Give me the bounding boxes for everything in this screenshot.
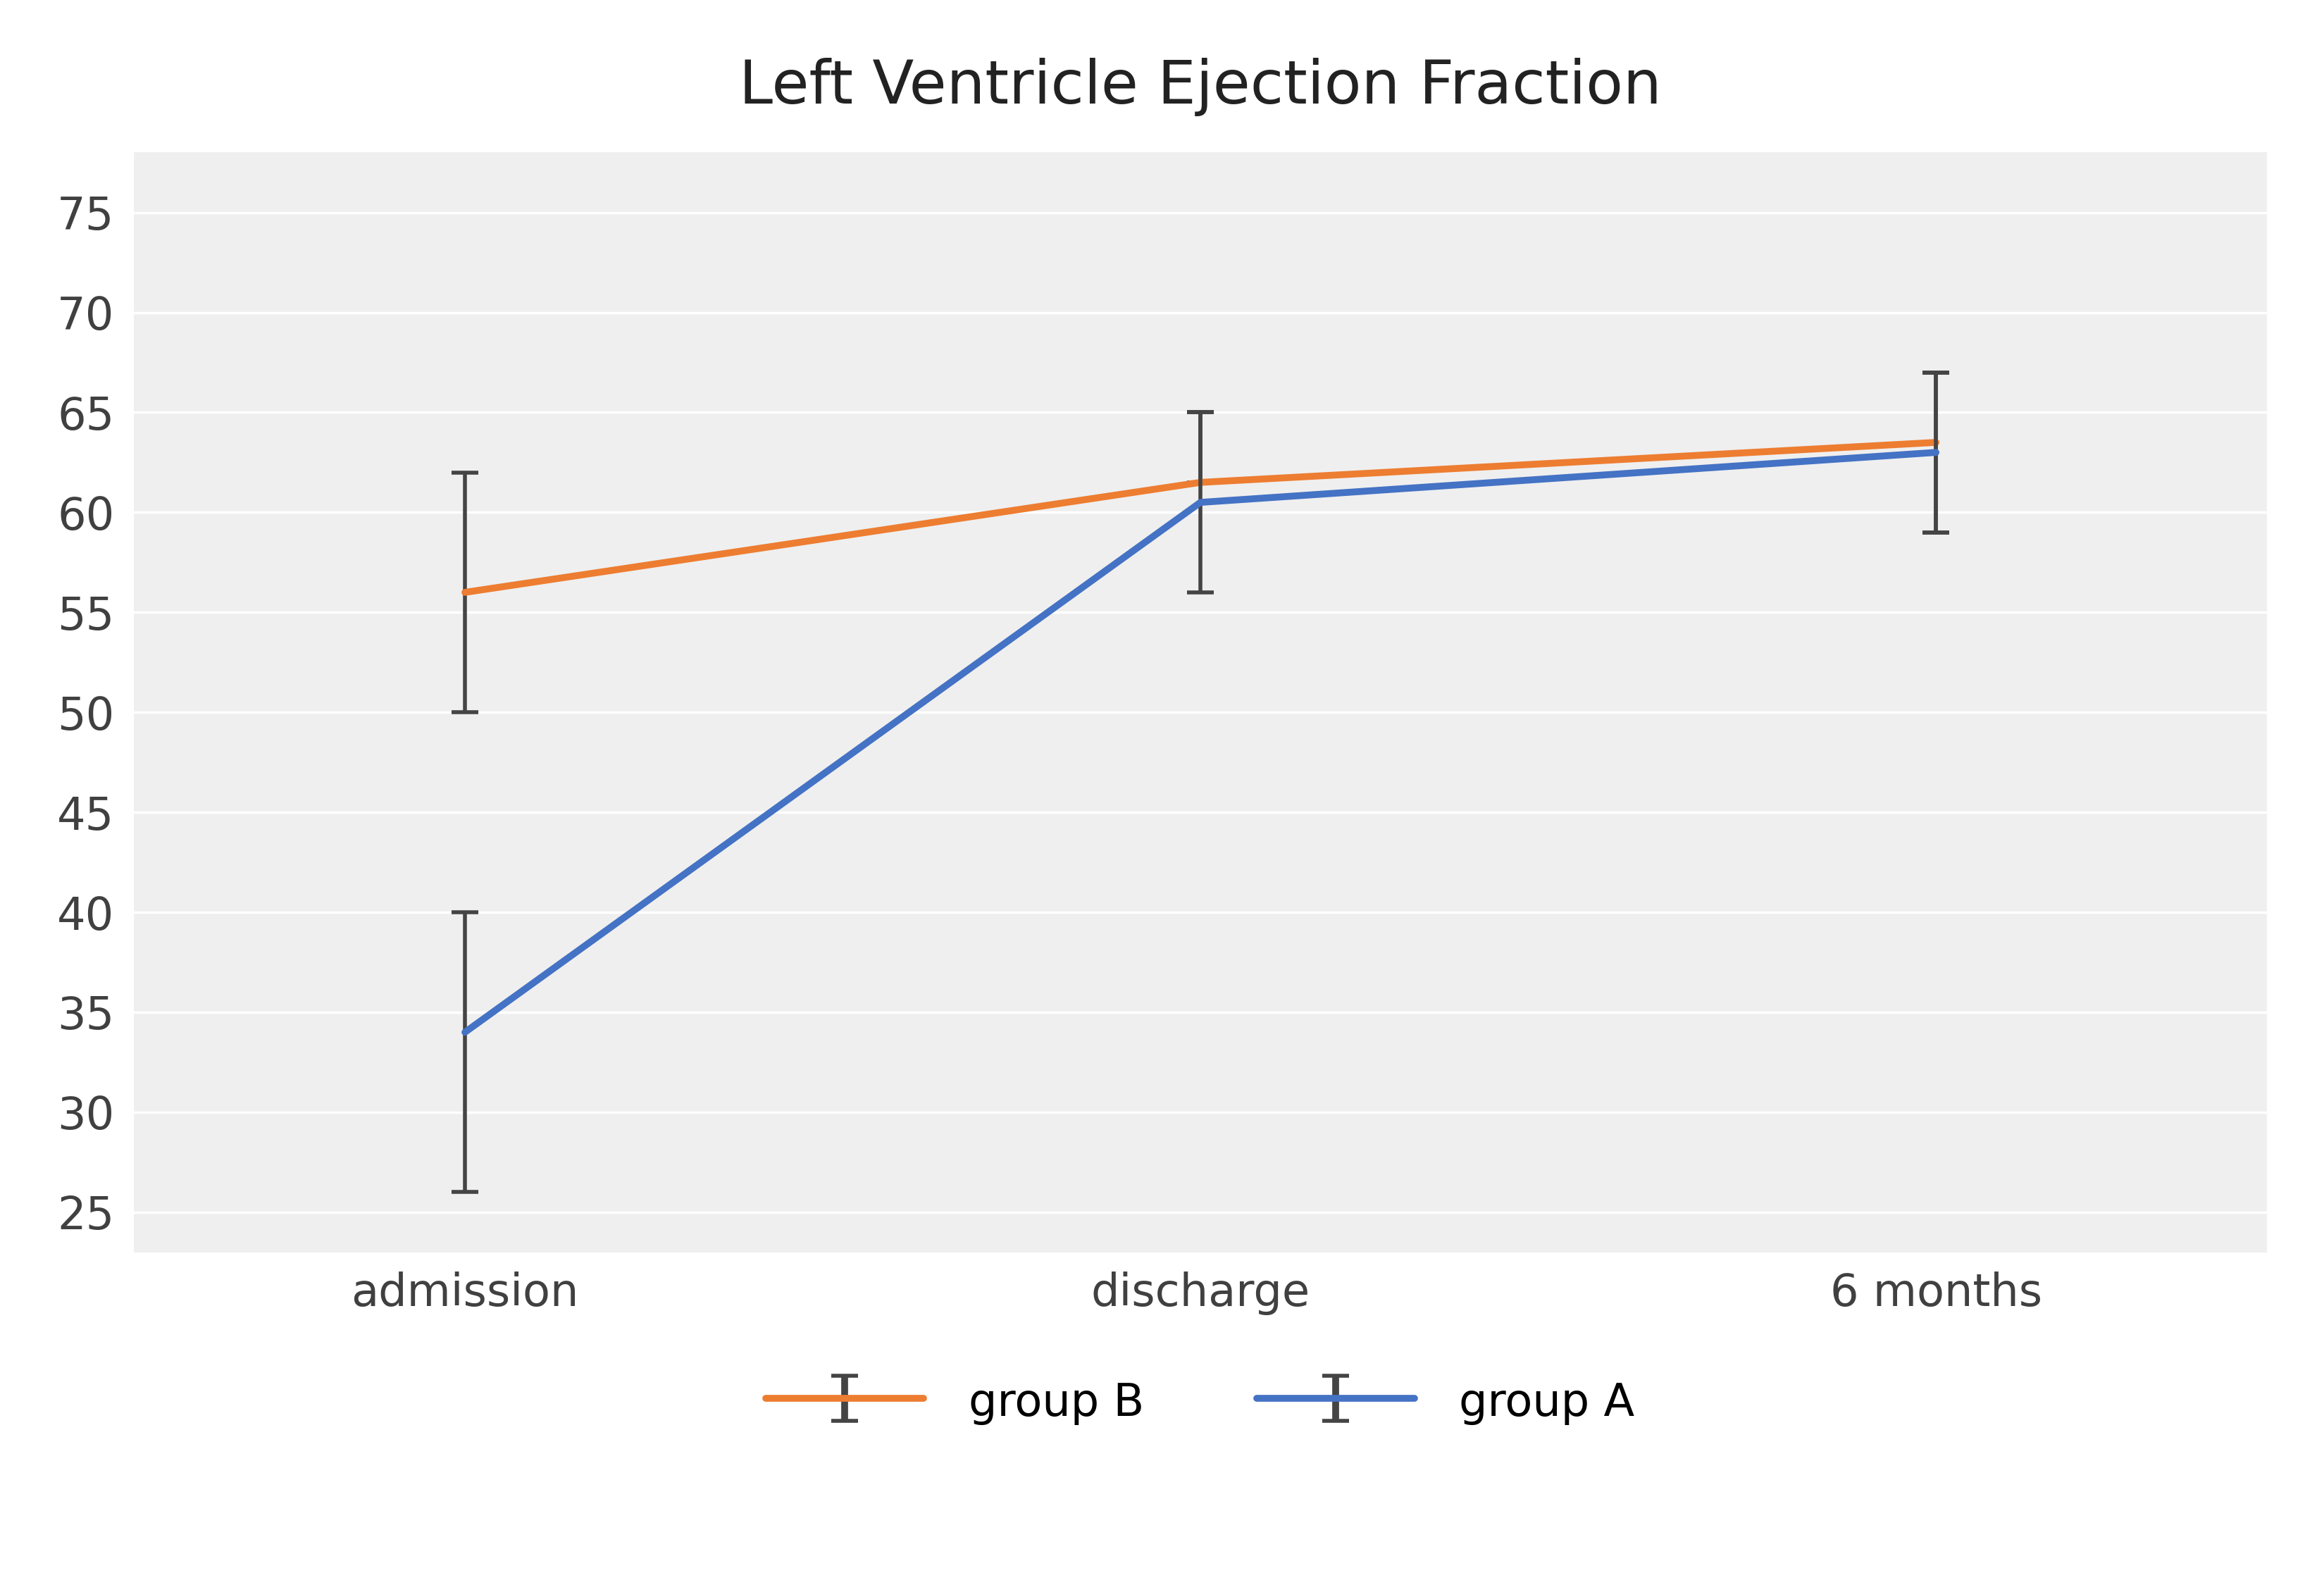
Legend: group B, group A: group B, group A [748, 1362, 1652, 1444]
Title: Left Ventricle Ejection Fraction: Left Ventricle Ejection Fraction [739, 58, 1662, 116]
